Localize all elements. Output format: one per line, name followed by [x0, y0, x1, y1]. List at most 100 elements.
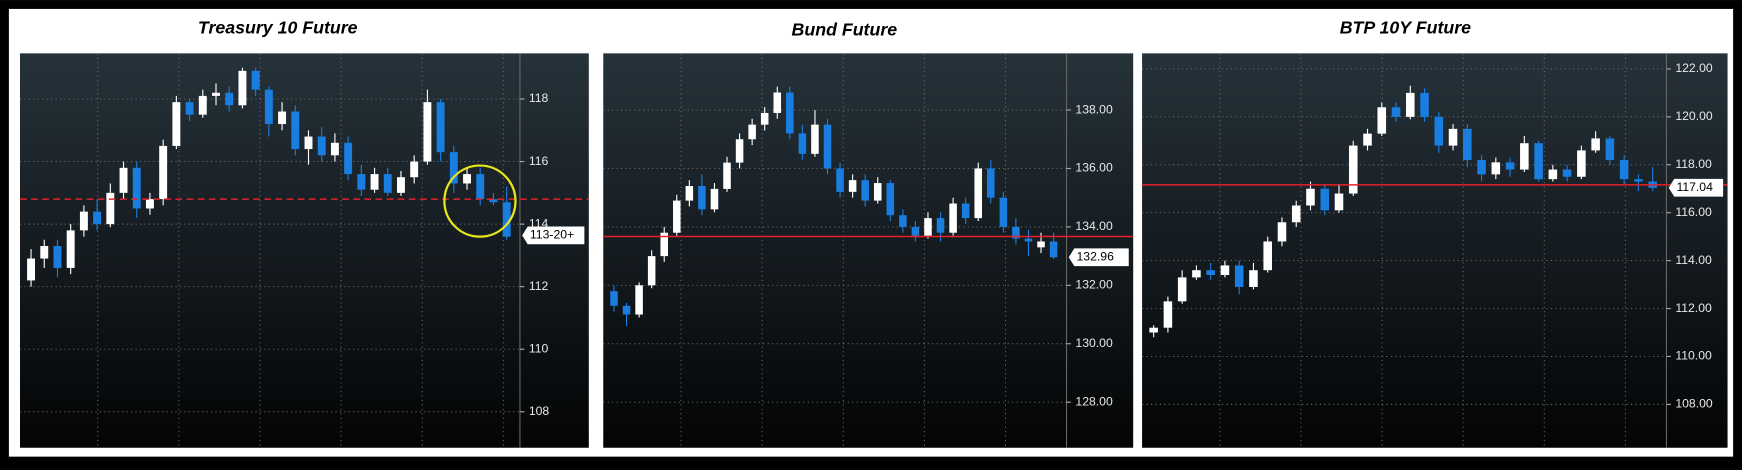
candle-body: [760, 112, 769, 125]
candle-body: [463, 174, 471, 184]
candle-body: [66, 230, 75, 268]
candle-body: [622, 305, 631, 315]
candle-body: [1277, 222, 1287, 242]
candle-body: [773, 92, 782, 113]
candle-body: [673, 200, 681, 233]
candle-body: [685, 185, 694, 201]
candle-body: [823, 124, 832, 169]
candle-body: [1163, 301, 1173, 328]
candle-body: [212, 92, 220, 96]
candle-body: [159, 145, 168, 200]
candle-body: [1605, 138, 1615, 160]
candle-body: [40, 246, 49, 259]
candle-body: [1477, 159, 1486, 175]
candle-body: [264, 89, 273, 125]
candle-body: [1037, 241, 1045, 248]
chart-title: Bund Future: [792, 20, 898, 40]
candle-body: [924, 218, 932, 236]
candle-body: [172, 102, 181, 146]
plot-background: [1142, 53, 1728, 448]
candle-body: [1448, 128, 1458, 146]
candle-body: [848, 180, 857, 192]
y-tick-label: 112: [529, 279, 549, 293]
y-tick-label: 118: [529, 91, 549, 105]
candle-body: [1149, 327, 1158, 333]
candle-body: [145, 199, 154, 209]
candle-body: [999, 197, 1008, 227]
candle-body: [1348, 145, 1358, 194]
candle-body: [861, 180, 869, 201]
candle-body: [106, 192, 115, 225]
candle-body: [410, 161, 419, 178]
candle-body: [899, 215, 907, 227]
candle-body: [1220, 265, 1230, 275]
candle-body: [185, 102, 194, 115]
candle-body: [698, 185, 706, 210]
candle-body: [748, 124, 756, 140]
candle-body: [647, 256, 656, 286]
candle-body: [79, 211, 88, 231]
candle-body: [1463, 128, 1472, 160]
last-price-tag: [1668, 178, 1724, 197]
candle-body: [344, 142, 353, 175]
y-tick-label: 110: [529, 341, 549, 355]
candle-body: [1505, 162, 1515, 170]
chart-title: BTP 10Y Future: [1340, 17, 1471, 37]
y-tick-label: 120.00: [1675, 109, 1713, 123]
candle-body: [1391, 107, 1401, 117]
y-tick-label: 132.00: [1075, 278, 1113, 292]
candle-body: [330, 142, 339, 156]
y-tick-label: 130.00: [1075, 336, 1113, 350]
candle-body: [1177, 277, 1187, 302]
candle-body: [710, 188, 719, 210]
plot-background: [19, 53, 589, 448]
candle-body: [1434, 116, 1444, 146]
candle-body: [1420, 92, 1429, 117]
y-tick-label: 114.00: [1675, 253, 1712, 267]
candle-body: [886, 183, 895, 216]
candle-body: [502, 202, 511, 237]
candle-body: [1249, 270, 1258, 287]
candle-body: [251, 70, 260, 90]
candle-body: [873, 183, 882, 201]
chart-title: Treasury 10 Future: [198, 17, 358, 37]
y-tick-label: 128.00: [1075, 394, 1113, 408]
last-price-label: 132.96: [1077, 250, 1115, 264]
candle-body: [1534, 143, 1543, 180]
candle-body: [489, 199, 498, 203]
candle-body: [198, 95, 207, 115]
candle-body: [786, 92, 794, 134]
candle-body: [317, 136, 326, 156]
candle-body: [27, 258, 36, 281]
candle-body: [974, 168, 982, 219]
candle-body: [1520, 143, 1529, 170]
candle-body: [798, 133, 807, 154]
candle-body: [635, 285, 643, 315]
highlight-circle: [443, 164, 517, 238]
candle-body: [1263, 241, 1272, 271]
candle-body: [610, 291, 618, 306]
last-price-label: 113-20+: [530, 228, 574, 242]
candle-body: [397, 177, 405, 193]
candle-body: [1562, 169, 1572, 177]
y-tick-label: 112.00: [1675, 301, 1712, 315]
last-price-label: 117.04: [1676, 180, 1713, 194]
candle-body: [1024, 238, 1033, 242]
candle-body: [436, 102, 445, 153]
charts: Treasury 10 Future108110112114116118113-…: [19, 17, 1728, 448]
candle-body: [723, 162, 731, 189]
last-price-tag: [1068, 248, 1129, 267]
candle-body: [1619, 159, 1629, 180]
candle-body: [811, 124, 819, 154]
candle-body: [936, 218, 945, 233]
y-tick-label: 138.00: [1075, 102, 1113, 116]
candle-body: [949, 203, 957, 233]
candle-body: [383, 174, 392, 193]
candle-body: [357, 174, 366, 190]
y-tick-label: 116.00: [1675, 205, 1712, 219]
candle-body: [225, 92, 234, 106]
candle-body: [836, 168, 844, 192]
y-tick-label: 108.00: [1675, 397, 1713, 411]
plot-background: [603, 53, 1134, 448]
candle-body: [1012, 226, 1020, 239]
